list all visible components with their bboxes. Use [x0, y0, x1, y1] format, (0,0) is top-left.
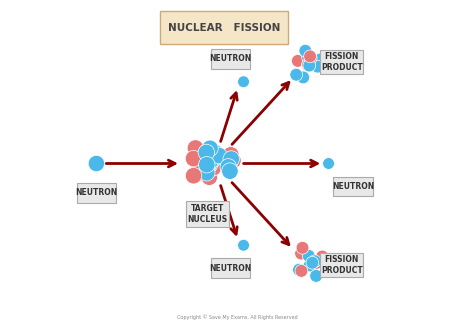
FancyBboxPatch shape — [160, 11, 288, 44]
Circle shape — [187, 140, 204, 156]
Circle shape — [211, 147, 227, 164]
Circle shape — [301, 59, 314, 72]
FancyBboxPatch shape — [186, 201, 229, 227]
Circle shape — [296, 241, 309, 254]
Text: TARGET
NUCLEUS: TARGET NUCLEUS — [188, 204, 228, 224]
Text: NEUTRON: NEUTRON — [75, 188, 118, 198]
Circle shape — [205, 160, 221, 176]
FancyBboxPatch shape — [334, 177, 373, 196]
Text: NEUTRON: NEUTRON — [210, 54, 252, 63]
Circle shape — [199, 144, 215, 160]
Circle shape — [199, 164, 215, 181]
Circle shape — [311, 60, 324, 73]
Text: NUCLEAR   FISSION: NUCLEAR FISSION — [168, 23, 280, 33]
Circle shape — [297, 71, 310, 84]
Circle shape — [204, 151, 221, 168]
Circle shape — [302, 58, 315, 71]
FancyBboxPatch shape — [211, 258, 250, 278]
Circle shape — [221, 159, 237, 176]
Circle shape — [200, 158, 216, 174]
Text: NEUTRON: NEUTRON — [332, 182, 374, 191]
Circle shape — [304, 52, 317, 64]
Circle shape — [201, 169, 218, 185]
Circle shape — [302, 250, 315, 262]
Circle shape — [314, 53, 327, 66]
Text: NEUTRON: NEUTRON — [210, 264, 252, 273]
Circle shape — [308, 254, 320, 267]
Circle shape — [190, 165, 206, 181]
Circle shape — [198, 144, 215, 161]
Circle shape — [221, 148, 237, 164]
Circle shape — [223, 146, 239, 163]
Circle shape — [201, 147, 217, 164]
Circle shape — [205, 152, 221, 169]
Circle shape — [292, 263, 305, 276]
Text: FISSION
PRODUCT: FISSION PRODUCT — [321, 52, 363, 72]
Circle shape — [292, 55, 304, 67]
Circle shape — [206, 144, 223, 161]
Circle shape — [88, 155, 105, 172]
Circle shape — [310, 269, 322, 282]
Circle shape — [299, 44, 312, 57]
Circle shape — [200, 157, 217, 174]
Circle shape — [197, 152, 213, 169]
Circle shape — [304, 50, 317, 63]
Circle shape — [295, 265, 308, 277]
Circle shape — [309, 255, 321, 267]
Circle shape — [306, 256, 319, 269]
Circle shape — [199, 157, 215, 173]
Circle shape — [303, 59, 316, 72]
Circle shape — [316, 250, 328, 263]
Circle shape — [225, 152, 241, 169]
Circle shape — [185, 167, 202, 184]
Circle shape — [223, 151, 239, 167]
FancyBboxPatch shape — [77, 183, 116, 203]
Circle shape — [202, 140, 218, 157]
Circle shape — [323, 158, 335, 169]
Circle shape — [301, 51, 314, 63]
Circle shape — [290, 68, 302, 81]
Circle shape — [295, 247, 308, 260]
FancyBboxPatch shape — [320, 50, 363, 74]
Circle shape — [310, 256, 323, 269]
Circle shape — [222, 163, 238, 180]
Circle shape — [303, 259, 316, 272]
Text: FISSION
PRODUCT: FISSION PRODUCT — [321, 255, 363, 275]
Circle shape — [237, 76, 249, 88]
Circle shape — [202, 153, 219, 170]
Circle shape — [220, 159, 237, 175]
FancyBboxPatch shape — [211, 49, 250, 69]
Circle shape — [185, 150, 202, 167]
Text: Copyright © Save My Exams. All Rights Reserved: Copyright © Save My Exams. All Rights Re… — [177, 315, 297, 320]
Circle shape — [202, 156, 218, 172]
Circle shape — [237, 239, 249, 251]
FancyBboxPatch shape — [320, 252, 363, 277]
